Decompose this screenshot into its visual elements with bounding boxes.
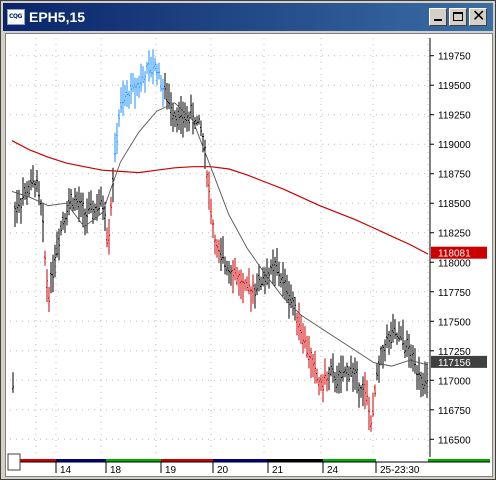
x-tick-label: 24: [327, 465, 339, 476]
y-tick-label: 116500: [438, 435, 471, 446]
y-tick-label: 117500: [438, 317, 471, 328]
y-tick-label: 118750: [438, 170, 471, 181]
close-icon: ✕: [472, 6, 486, 25]
cqg-app-icon[interactable]: CQG: [7, 9, 25, 25]
maximize-button[interactable]: [449, 8, 467, 26]
price-marker-box: [431, 246, 487, 259]
y-tick-label: 118500: [438, 199, 471, 210]
scroll-handle: [7, 453, 21, 471]
y-tick-label: 116750: [438, 406, 471, 417]
minimize-icon: [434, 19, 442, 21]
session-band: [56, 459, 106, 462]
x-tick-label: 21: [272, 465, 284, 476]
y-tick-label: 119000: [438, 140, 471, 151]
y-tick-label: 118250: [438, 229, 471, 240]
session-band: [323, 459, 376, 462]
x-tick-label: 19: [165, 465, 177, 476]
window-title: EPH5,15: [29, 9, 86, 25]
price-marker-label: 117156: [438, 358, 471, 369]
y-tick-label: 118000: [438, 258, 471, 269]
y-tick-label: 117750: [438, 288, 471, 299]
session-band: [106, 459, 161, 462]
y-tick-label: 119750: [438, 52, 471, 63]
plot-background: [10, 38, 430, 457]
session-band: [10, 459, 56, 462]
app-icon-label: CQG: [9, 13, 22, 20]
y-tick-label: 117000: [438, 376, 471, 387]
session-band: [213, 459, 268, 462]
price-chart[interactable]: 119750 119500 119250 119000 118750 118500 1182…: [6, 34, 492, 476]
title-bar[interactable]: CQG EPH5,15 ✕: [3, 3, 493, 31]
y-tick-label: 119250: [438, 111, 471, 122]
x-tick-label: 20: [217, 465, 229, 476]
x-tick-label: 18: [110, 465, 122, 476]
x-tick-label: 25-23:30: [380, 465, 420, 476]
y-tick-label: 117250: [438, 347, 471, 358]
price-marker-label: 118081: [438, 249, 471, 260]
moving-average-long: [11, 140, 429, 255]
minimize-button[interactable]: [429, 8, 447, 26]
chart-area[interactable]: 119750 119500 119250 119000 118750 118500 1182…: [5, 33, 493, 477]
session-band: [428, 459, 490, 462]
close-button[interactable]: ✕: [469, 8, 487, 26]
x-tick-label: 14: [60, 465, 72, 476]
moving-average-short: [11, 102, 429, 367]
y-tick-label: 119500: [438, 81, 471, 92]
session-band: [161, 459, 213, 462]
maximize-icon: [453, 12, 463, 21]
price-marker-box: [431, 355, 487, 368]
session-band: [268, 459, 323, 462]
